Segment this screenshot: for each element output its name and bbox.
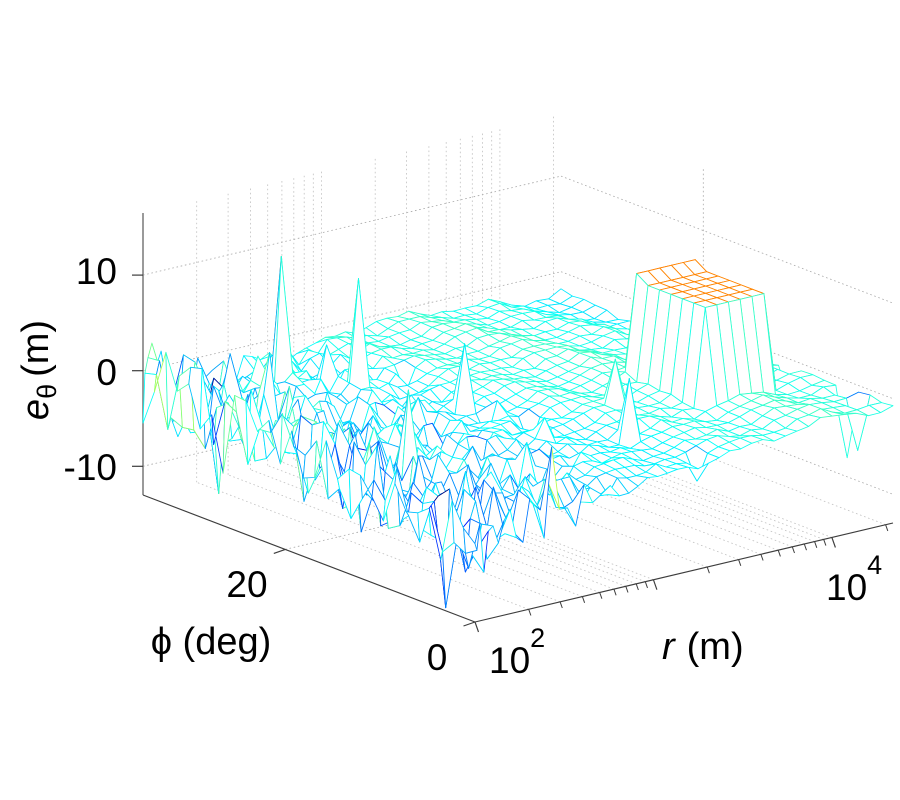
z-axis-subscript: θ (32, 384, 62, 399)
r-tick-10000-exponent: 4 (867, 550, 882, 580)
mesh-wireframe (142, 255, 894, 609)
z-axis-symbol: e (15, 399, 57, 420)
r-axis-unit: (m) (687, 626, 744, 668)
phi-axis-label: ϕ (deg) (151, 621, 272, 663)
r-tick-100-exponent: 2 (530, 623, 545, 653)
z-tick-label-0: 0 (96, 352, 117, 393)
r-tick-label-100: 102 (489, 623, 545, 681)
z-axis-label: eθ (m) (15, 320, 62, 420)
phi-tick-label-20: 20 (226, 564, 267, 605)
r-tick-10000-mantissa: 10 (826, 567, 867, 608)
axes-layer (142, 494, 894, 633)
z-axis-unit: (m) (15, 320, 57, 377)
r-tick-label-10000: 104 (826, 550, 882, 608)
z-tick-label-10: 10 (76, 251, 117, 292)
r-axis-label: r (m) (662, 626, 744, 668)
z-tick-label-neg10: -10 (64, 447, 117, 488)
r-tick-100-mantissa: 10 (489, 640, 530, 681)
phi-tick-label-0: 0 (427, 637, 448, 678)
r-axis-symbol: r (662, 626, 676, 668)
